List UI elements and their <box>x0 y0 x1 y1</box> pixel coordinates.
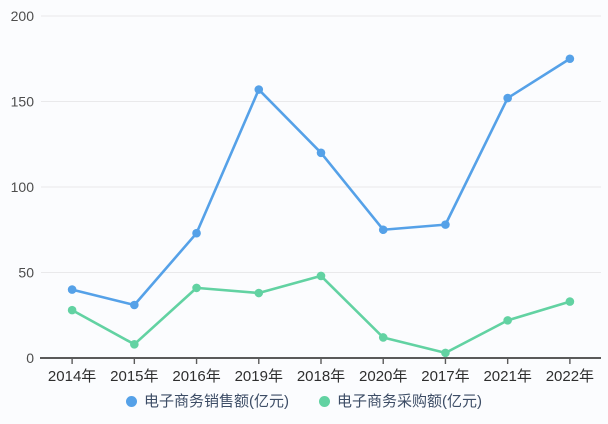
y-axis-label: 150 <box>11 94 35 110</box>
data-point <box>67 305 77 315</box>
x-axis-label: 2021年 <box>483 368 531 385</box>
series-line-1 <box>70 274 572 355</box>
data-point <box>254 288 264 298</box>
data-point <box>254 85 264 94</box>
data-point <box>378 333 388 342</box>
y-axis-label: 200 <box>11 8 35 24</box>
purchases-series-marker-icon <box>319 396 330 407</box>
sales-series-label: 电子商务销售额(亿元) <box>144 393 289 410</box>
data-point <box>378 225 388 235</box>
legend-item-sales[interactable]: 电子商务销售额(亿元) <box>126 394 289 409</box>
x-axis-label: 2015年 <box>110 368 158 385</box>
data-point <box>192 228 201 238</box>
legend-item-purchases[interactable]: 电子商务采购额(亿元) <box>319 394 482 409</box>
data-point <box>67 285 77 294</box>
data-point <box>441 348 450 358</box>
purchases-series-label: 电子商务采购额(亿元) <box>337 393 482 410</box>
data-point <box>316 148 326 158</box>
x-axis-label: 2014年 <box>48 368 96 385</box>
x-axis-label: 2016年 <box>172 368 220 385</box>
data-point <box>565 297 575 306</box>
data-point <box>503 93 512 103</box>
data-point <box>565 54 575 64</box>
y-axis-label: 0 <box>26 350 34 366</box>
x-axis-label: 2017年 <box>421 368 469 385</box>
series-line-0 <box>70 57 572 307</box>
sales-series-marker-icon <box>126 396 137 407</box>
data-point <box>130 300 139 310</box>
data-point <box>503 316 512 325</box>
data-point <box>130 340 139 349</box>
data-point <box>316 271 326 281</box>
data-point <box>192 283 201 293</box>
x-axis-label: 2022年 <box>546 368 594 385</box>
x-axis-label: 2020年 <box>359 368 407 385</box>
y-axis-label: 50 <box>18 265 34 281</box>
x-axis-label: 2019年 <box>235 368 283 385</box>
x-axis-label: 2018年 <box>297 368 345 385</box>
chart-legend: 电子商务销售额(亿元) 电子商务采购额(亿元) <box>0 394 608 409</box>
data-point <box>441 220 450 229</box>
y-axis-label: 100 <box>11 179 35 195</box>
